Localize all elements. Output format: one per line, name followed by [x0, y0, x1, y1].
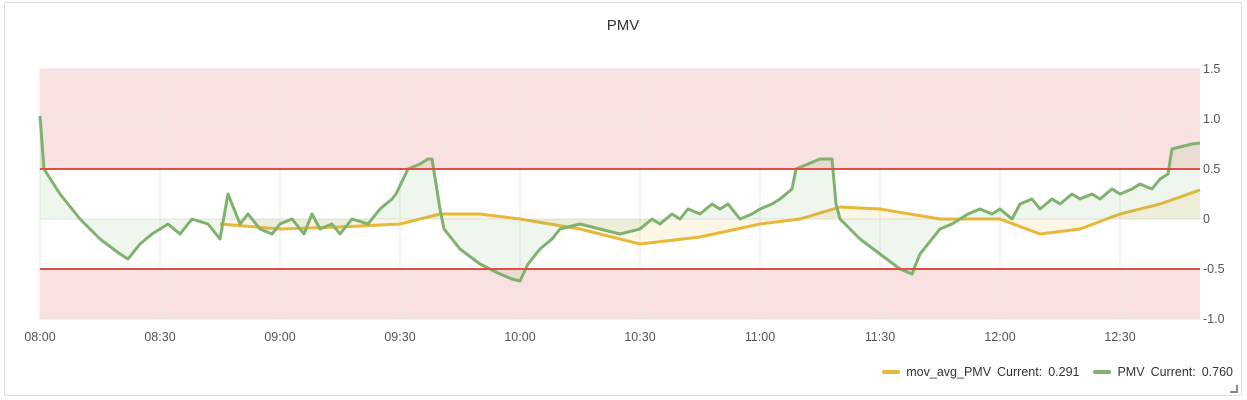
- panel-resize-handle[interactable]: [1230, 385, 1238, 393]
- x-tick-label: 11:30: [865, 330, 895, 344]
- lower-threshold-band: [40, 269, 1200, 319]
- mov-avg-pmv-series-line: [219, 188, 1201, 246]
- legend-swatch-pmv: [1093, 370, 1112, 374]
- legend-current-value: 0.291: [1048, 365, 1080, 379]
- x-tick-label: 08:30: [144, 330, 175, 344]
- legend-swatch-mov-avg: [882, 370, 901, 374]
- chart-plot: 08:00 08:30 09:00 09:30 10:00 10:30 11:00 11:30…: [24, 62, 1225, 344]
- legend-series-name: PMV: [1117, 365, 1145, 379]
- chart-panel: PMV 08:00 08:30 09:00 09:30 10:00 10:30 11:00 1…: [4, 2, 1242, 396]
- y-tick-label: 0: [1203, 212, 1210, 226]
- legend-series-name: mov_avg_PMV: [906, 365, 992, 379]
- legend-item-pmv[interactable]: PMV Current: 0.760: [1093, 365, 1233, 379]
- pmv-series-line: [38, 115, 1201, 283]
- mov-avg-pmv-series-area: [220, 189, 1200, 244]
- x-tick-label: 12:00: [984, 330, 1015, 344]
- chart-legend: mov_avg_PMV Current: 0.291 PMV Current: …: [882, 365, 1233, 379]
- x-tick-label: 11:00: [745, 330, 775, 344]
- pmv-series-area: [40, 116, 1200, 281]
- y-tick-label: -1.0: [1203, 312, 1225, 326]
- y-tick-label: 1.0: [1203, 112, 1220, 126]
- legend-current-value: 0.760: [1201, 365, 1233, 379]
- y-tick-label: -0.5: [1203, 262, 1225, 276]
- legend-current-label: Current:: [997, 365, 1043, 379]
- x-tick-label: 09:30: [384, 330, 415, 344]
- x-tick-label: 09:00: [264, 330, 295, 344]
- legend-current-label: Current:: [1150, 365, 1196, 379]
- x-tick-label: 10:30: [624, 330, 655, 344]
- y-tick-label: 1.5: [1203, 62, 1220, 76]
- chart-title[interactable]: PMV: [606, 17, 640, 34]
- legend-item-mov-avg[interactable]: mov_avg_PMV Current: 0.291: [882, 365, 1079, 379]
- x-tick-label: 08:00: [24, 330, 55, 344]
- x-tick-label: 10:00: [504, 330, 535, 344]
- y-tick-label: 0.5: [1203, 162, 1220, 176]
- x-tick-label: 12:30: [1104, 330, 1135, 344]
